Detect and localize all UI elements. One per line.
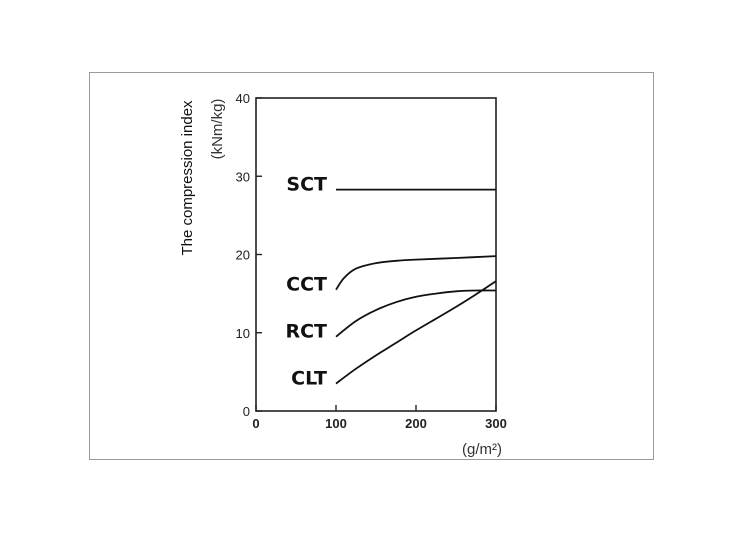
x-tick-label: 300 <box>485 416 507 431</box>
series-line-clt <box>335 280 497 385</box>
series-line-rct <box>335 289 497 338</box>
series-label-sct: SCT <box>286 174 327 196</box>
y-tick-label: 30 <box>236 169 250 184</box>
compression-index-chart: The compression index (kNm/kg) (g/m²) 0 1… <box>179 91 507 458</box>
plot-frame <box>255 97 497 412</box>
x-tick-label: 0 <box>252 416 259 431</box>
y-tick-label: 0 <box>243 404 250 419</box>
y-axis-unit: (kNm/kg) <box>209 99 226 160</box>
x-axis-unit: (g/m²) <box>462 441 502 458</box>
series-label-clt: CLT <box>291 368 327 390</box>
series-label-cct: CCT <box>286 274 327 296</box>
y-axis-label: The compression index <box>179 100 196 256</box>
x-tick-label: 200 <box>405 416 427 431</box>
y-tick-label: 40 <box>236 91 250 106</box>
figure-frame: The compression index (kNm/kg) (g/m²) 0 1… <box>89 72 654 460</box>
series-label-rct: RCT <box>285 321 327 343</box>
y-tick-label: 10 <box>236 326 250 341</box>
y-tick-label: 20 <box>236 248 250 263</box>
x-tick-label: 100 <box>325 416 347 431</box>
series-line-cct <box>335 255 497 291</box>
